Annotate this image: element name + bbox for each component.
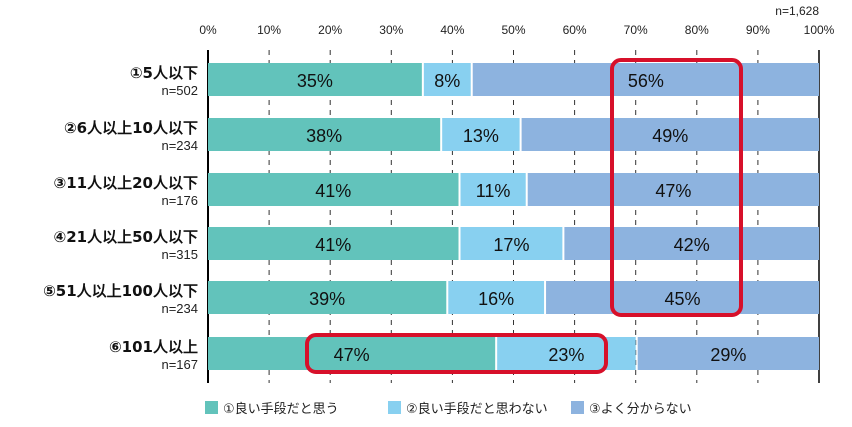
category-label: ③11人以上20人以下 (54, 174, 198, 192)
sample-size-note: n=1,628 (775, 4, 819, 18)
legend-label: ②良い手段だと思わない (406, 401, 548, 417)
bar-segment (460, 227, 563, 260)
x-tick-label: 80% (685, 23, 709, 37)
highlight-box-101plus (305, 333, 608, 374)
bar-segment (564, 227, 819, 260)
bar-segment (546, 281, 819, 314)
category-n-label: n=234 (161, 138, 198, 153)
x-tick-label: 100% (804, 23, 835, 37)
highlight-box-unknown (610, 58, 743, 317)
legend-label: ①良い手段だと思う (223, 401, 339, 417)
bar-segment (497, 337, 636, 370)
category-n-label: n=176 (161, 193, 198, 208)
data-label: 35% (297, 71, 333, 91)
data-label: 16% (478, 289, 514, 309)
category-label: ⑥101人以上 (109, 338, 198, 356)
bar-segment (472, 63, 819, 96)
category-label: ⑤51人以上100人以下 (43, 282, 198, 300)
legend-swatch (571, 401, 584, 414)
category-label: ②6人以上10人以下 (64, 119, 198, 137)
data-label: 41% (315, 235, 351, 255)
bar-segment (208, 281, 447, 314)
legend-label: ③よく分からない (589, 402, 692, 417)
x-tick-label: 40% (440, 23, 464, 37)
bar-segment (208, 173, 459, 206)
bar-segment (208, 227, 459, 260)
data-label: 38% (306, 126, 342, 146)
category-n-label: n=234 (161, 301, 198, 316)
bar-segment (527, 173, 819, 206)
data-label: 56% (628, 71, 664, 91)
bar-segment (521, 118, 819, 151)
x-tick-label: 20% (318, 23, 342, 37)
category-n-label: n=315 (161, 247, 198, 262)
data-label: 49% (652, 126, 688, 146)
x-tick-label: 70% (624, 23, 648, 37)
data-label: 23% (548, 345, 584, 365)
bar-segment (442, 118, 520, 151)
bar-segment (460, 173, 526, 206)
data-label: 47% (334, 345, 370, 365)
bar-segment (448, 281, 545, 314)
data-label: 29% (710, 345, 746, 365)
x-tick-label: 50% (501, 23, 525, 37)
x-tick-label: 30% (379, 23, 403, 37)
data-label: 42% (674, 235, 710, 255)
data-label: 13% (463, 126, 499, 146)
bar-segment (423, 63, 471, 96)
bar-segment (208, 118, 441, 151)
bar-segment (208, 63, 422, 96)
legend-swatch (205, 401, 218, 414)
category-n-label: n=502 (161, 83, 198, 98)
data-label: 45% (665, 289, 701, 309)
data-label: 39% (309, 289, 345, 309)
bar-segment (208, 337, 496, 370)
category-label: ①5人以下 (130, 64, 198, 82)
data-label: 47% (655, 181, 691, 201)
x-tick-label: 60% (563, 23, 587, 37)
data-label: 11% (476, 181, 511, 201)
x-tick-label: 10% (257, 23, 281, 37)
data-label: 17% (493, 235, 529, 255)
category-label: ④21人以上50人以下 (54, 228, 198, 246)
x-tick-label: 90% (746, 23, 770, 37)
category-n-label: n=167 (161, 357, 198, 372)
data-label: 8% (434, 71, 460, 91)
legend-swatch (388, 401, 401, 414)
bar-segment (637, 337, 819, 370)
x-tick-label: 0% (199, 23, 217, 37)
data-label: 41% (315, 181, 351, 201)
